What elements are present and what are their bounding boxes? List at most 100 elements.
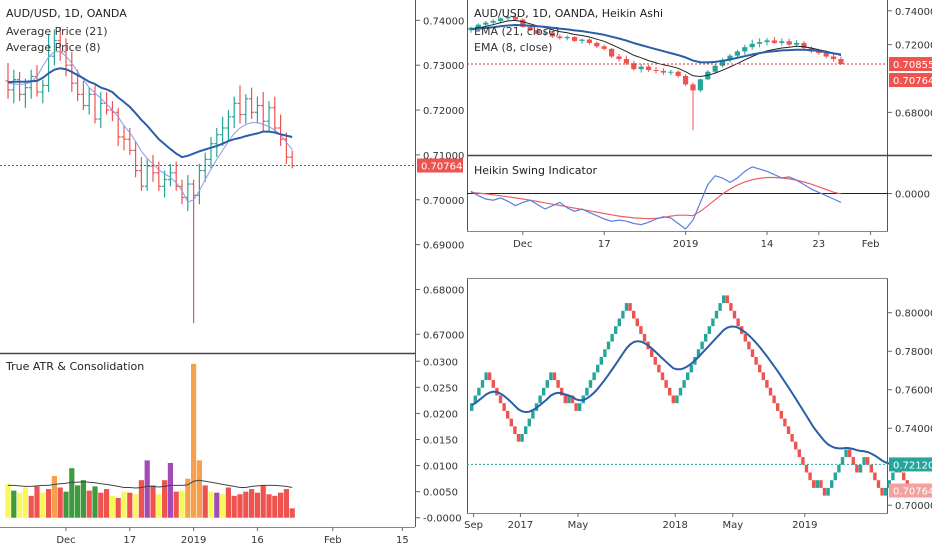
x-tick-label: Feb <box>862 239 880 250</box>
renko-brick <box>840 457 845 465</box>
renko-brick <box>833 472 837 481</box>
left-price-averages <box>7 51 293 203</box>
ha-candle <box>609 48 615 57</box>
renko-brick <box>754 357 758 365</box>
x-tick-label: 2019 <box>792 520 817 531</box>
atr-bar <box>225 487 231 518</box>
atr-bar <box>75 485 81 518</box>
renko-brick <box>700 341 704 350</box>
y-tick-label: 0.0250 <box>423 383 458 394</box>
renko-brick <box>484 372 488 381</box>
atr-bar <box>133 494 139 518</box>
atr-bar <box>115 497 121 518</box>
renko-brick <box>689 364 693 373</box>
atr-bar <box>11 490 17 518</box>
x-tick-label: 17 <box>598 239 611 250</box>
renko-brick <box>610 333 614 342</box>
ha-candle <box>586 39 592 43</box>
atr-bars <box>5 363 295 518</box>
renko-brick <box>779 410 783 419</box>
y-tick-label: 0.72000 <box>895 41 932 52</box>
renko-brick <box>592 372 596 381</box>
y-tick-label: 0.74000 <box>423 16 464 27</box>
renko-brick <box>902 472 906 481</box>
renko-x-axis: Sep 2017 May 2018 May 2019 <box>464 513 818 531</box>
renko-brick <box>542 387 546 396</box>
atr-bar <box>28 495 34 518</box>
renko-brick <box>639 326 643 334</box>
renko-brick <box>830 480 834 488</box>
renko-brick <box>866 457 870 465</box>
x-tick-label: 16 <box>251 535 264 546</box>
ha-candle <box>749 43 755 48</box>
renko-brick <box>491 380 495 388</box>
renko-brick <box>578 403 582 411</box>
atr-bar <box>254 492 260 518</box>
ha-candle <box>697 79 703 91</box>
average-price-21-line <box>7 67 293 159</box>
renko-brick <box>538 395 542 404</box>
heikin-swing-lines <box>467 166 888 230</box>
renko-brick <box>891 472 895 481</box>
renko-brick <box>628 303 632 311</box>
ema-8-line <box>470 19 842 78</box>
renko-brick <box>822 487 827 496</box>
y-tick-label: 0.0050 <box>423 488 458 499</box>
ha-candle <box>727 55 733 60</box>
ha-candle <box>690 84 696 91</box>
ha-candle <box>757 42 763 44</box>
ha-price-label-1-bg <box>889 57 932 72</box>
renko-brick <box>653 357 657 365</box>
ha-candle <box>505 16 511 19</box>
x-tick-label: 2018 <box>662 520 687 531</box>
ha-candle <box>535 30 541 34</box>
atr-bar <box>150 485 156 518</box>
renko-brick <box>844 449 848 458</box>
ha-candle <box>801 42 807 49</box>
atr-bar <box>109 495 115 518</box>
ha-candle <box>572 37 578 41</box>
renko-brick <box>671 395 675 404</box>
heikin-ashi-candles <box>468 13 844 131</box>
renko-brick <box>552 372 557 381</box>
renko-brick <box>783 418 787 427</box>
ha-candle <box>771 40 777 43</box>
atr-bar <box>162 480 168 518</box>
renko-brick <box>498 395 503 404</box>
renko-brick <box>801 457 805 465</box>
ha-candle <box>646 66 652 71</box>
atr-bar <box>144 460 150 518</box>
ha-candle <box>498 18 504 21</box>
atr-bar <box>260 485 266 518</box>
atr-bar <box>86 490 92 518</box>
atr-bar <box>266 494 272 518</box>
ha-candle <box>712 65 718 72</box>
renko-brick <box>682 380 686 388</box>
ha-candle <box>779 41 785 43</box>
x-tick-label: 2019 <box>181 535 206 546</box>
atr-bar <box>138 480 144 518</box>
ha-candle <box>623 59 629 64</box>
renko-brick <box>614 326 618 334</box>
renko-brick <box>869 464 873 473</box>
y-tick-label: 0.73000 <box>423 61 464 72</box>
y-tick-label: 0.0200 <box>423 409 458 420</box>
swing-slow-line <box>470 176 842 220</box>
ha-candle <box>816 51 822 54</box>
renko-brick <box>617 318 621 327</box>
ha-candle <box>631 63 637 70</box>
heikin-swing-title: Heikin Swing Indicator <box>474 164 598 177</box>
x-tick-label: May <box>722 520 743 531</box>
renko-brick <box>851 457 855 465</box>
renko-brick <box>524 426 528 434</box>
renko-brick <box>642 333 647 342</box>
renko-brick <box>768 387 773 396</box>
renko-brick <box>624 303 629 311</box>
atr-bar <box>249 489 255 518</box>
renko-brick <box>711 318 715 327</box>
renko-brick <box>722 295 726 304</box>
renko-brick <box>502 403 506 411</box>
